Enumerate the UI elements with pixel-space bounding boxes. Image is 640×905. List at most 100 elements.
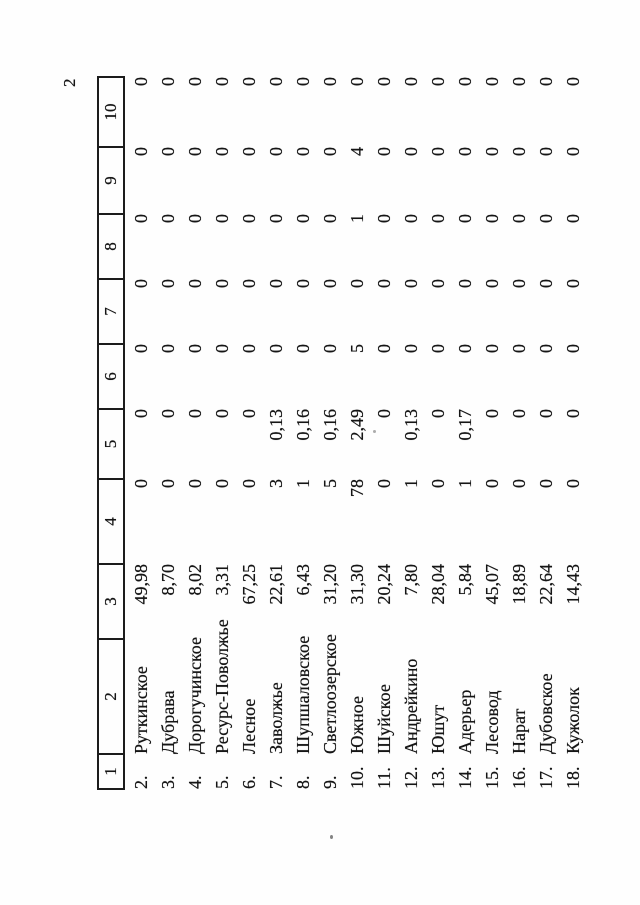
value-col-3: 8,70 <box>158 564 178 596</box>
value-col-10: 0 <box>158 77 178 86</box>
value-col-5: 0 <box>482 409 502 418</box>
row-number: 2. <box>131 775 151 790</box>
column-header-9: 9 <box>98 147 124 214</box>
value-col-7: 0 <box>239 279 259 288</box>
table-row: 18. Кужолок 14,43 0 0 0 0 0 0 0 <box>560 77 587 789</box>
area-name: Кужолок <box>563 687 583 754</box>
value-col-8: 0 <box>536 214 556 223</box>
area-name: Дубовское <box>536 673 556 754</box>
column-header-10: 10 <box>98 77 124 147</box>
value-col-6: 0 <box>428 344 448 353</box>
value-col-8: 0 <box>401 214 421 223</box>
table-row: 5. Ресурс-Поволжье 3,31 0 0 0 0 0 0 0 <box>209 77 236 789</box>
value-col-9: 0 <box>320 147 340 156</box>
value-col-7: 0 <box>563 279 583 288</box>
row-number: 13. <box>428 766 448 790</box>
value-col-3: 5,84 <box>455 564 475 596</box>
value-col-6: 0 <box>320 344 340 353</box>
value-col-6: 0 <box>293 344 313 353</box>
value-col-9: 0 <box>212 147 232 156</box>
value-col-3: 67,25 <box>239 564 259 605</box>
value-col-10: 0 <box>482 77 502 86</box>
value-col-4: 0 <box>239 479 259 488</box>
table-row: 14. Адерьер 5,84 1 0,17 0 0 0 0 0 <box>452 77 479 789</box>
row-number: 18. <box>563 766 583 790</box>
column-header-3: 3 <box>98 564 124 639</box>
area-name: Светлоозерское <box>320 634 340 754</box>
value-col-4: 0 <box>428 479 448 488</box>
value-col-3: 18,89 <box>509 564 529 605</box>
value-col-8: 0 <box>158 214 178 223</box>
value-col-8: 0 <box>455 214 475 223</box>
value-col-9: 0 <box>401 147 421 156</box>
value-col-9: 0 <box>158 147 178 156</box>
value-col-9: 0 <box>482 147 502 156</box>
area-name: Дорогучинское <box>185 636 205 754</box>
value-col-5: 0 <box>212 409 232 418</box>
value-col-10: 0 <box>347 77 367 86</box>
value-col-5: 0,16 <box>293 409 313 441</box>
table-row: 9. Светлоозерское 31,20 5 0,16 0 0 0 0 0 <box>317 77 344 789</box>
table-row: 2. Руткинское 49,98 0 0 0 0 0 0 0 <box>124 77 155 789</box>
row-number: 17. <box>536 766 556 790</box>
area-name: Южное <box>347 696 367 754</box>
value-col-9: 4 <box>347 147 367 156</box>
value-col-6: 0 <box>401 344 421 353</box>
value-col-10: 0 <box>428 77 448 86</box>
value-col-9: 0 <box>509 147 529 156</box>
table-row: 15. Лесовод 45,07 0 0 0 0 0 0 0 <box>479 77 506 789</box>
table-row: 6. Лесное 67,25 0 0 0 0 0 0 0 <box>236 77 263 789</box>
value-col-4: 0 <box>563 479 583 488</box>
table-row: 13. Юшут 28,04 0 0 0 0 0 0 0 <box>425 77 452 789</box>
row-number: 7. <box>266 775 286 790</box>
value-col-5: 0,13 <box>266 409 286 441</box>
value-col-7: 0 <box>347 279 367 288</box>
row-number: 11. <box>374 767 394 789</box>
value-col-8: 0 <box>563 214 583 223</box>
row-number: 15. <box>482 766 502 790</box>
value-col-7: 0 <box>158 279 178 288</box>
value-col-8: 1 <box>347 214 367 223</box>
value-col-5: 0 <box>509 409 529 418</box>
value-col-8: 0 <box>212 214 232 223</box>
row-number: 3. <box>158 775 178 790</box>
value-col-5: 0 <box>536 409 556 418</box>
value-col-10: 0 <box>509 77 529 86</box>
table-row: 12. Андрейкино 7,80 1 0,13 0 0 0 0 0 <box>398 77 425 789</box>
value-col-4: 0 <box>536 479 556 488</box>
value-col-8: 0 <box>509 214 529 223</box>
value-col-3: 45,07 <box>482 564 502 605</box>
value-col-3: 22,61 <box>266 564 286 605</box>
value-col-6: 0 <box>131 344 151 353</box>
value-col-9: 0 <box>185 147 205 156</box>
value-col-6: 0 <box>563 344 583 353</box>
value-col-3: 49,98 <box>131 564 151 605</box>
row-number: 14. <box>455 766 475 790</box>
area-name: Нарат <box>509 708 529 754</box>
value-col-10: 0 <box>212 77 232 86</box>
table-row: 8. Шупшаловское 6,43 1 0,16 0 0 0 0 0 <box>290 77 317 789</box>
value-col-10: 0 <box>320 77 340 86</box>
area-name: Лесное <box>239 698 259 754</box>
value-col-10: 0 <box>266 77 286 86</box>
value-col-4: 0 <box>185 479 205 488</box>
value-col-9: 0 <box>455 147 475 156</box>
area-name: Заволжье <box>266 682 286 754</box>
area-name: Андрейкино <box>401 658 421 754</box>
value-col-4: 78 <box>347 479 367 497</box>
area-name: Адерьер <box>455 689 475 754</box>
value-col-8: 0 <box>266 214 286 223</box>
value-col-3: 6,43 <box>293 564 313 596</box>
value-col-8: 0 <box>482 214 502 223</box>
scan-artifact-dot <box>373 430 376 433</box>
area-name: Руткинское <box>131 666 151 754</box>
value-col-4: 0 <box>374 479 394 488</box>
value-col-10: 0 <box>455 77 475 86</box>
column-header-1: 1 <box>98 754 124 789</box>
column-header-4: 4 <box>98 479 124 564</box>
value-col-4: 0 <box>482 479 502 488</box>
area-name: Ресурс-Поволжье <box>212 619 232 754</box>
table-row: 11. Шуйское 20,24 0 0 0 0 0 0 0 <box>371 77 398 789</box>
value-col-10: 0 <box>185 77 205 86</box>
